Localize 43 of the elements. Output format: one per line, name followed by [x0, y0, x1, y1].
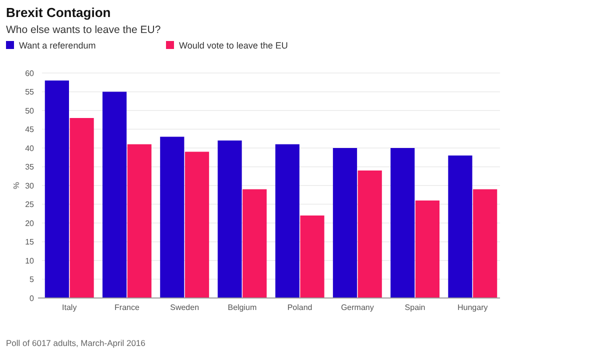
y-tick-label: 45 [25, 125, 35, 134]
x-tick-label: Belgium [228, 303, 257, 312]
bar [218, 140, 242, 298]
bar [44, 80, 69, 298]
bar [127, 144, 152, 298]
y-tick-label: 50 [25, 106, 35, 116]
chart-title: Brexit Contagion [6, 5, 111, 20]
x-tick-label: Italy [62, 303, 77, 312]
bar [184, 152, 210, 298]
y-tick-label: 10 [25, 256, 35, 266]
bar [70, 118, 94, 298]
y-tick-label: 60 [25, 68, 35, 78]
bar [473, 189, 498, 298]
legend-label: Want a referendum [19, 40, 96, 50]
bar [415, 200, 440, 298]
bar [242, 189, 267, 298]
bar [102, 92, 127, 298]
bar [448, 156, 472, 298]
y-tick-label: 20 [25, 218, 35, 228]
bar [160, 136, 184, 298]
y-tick-label: 35 [25, 162, 35, 172]
x-tick-label: Spain [404, 303, 426, 312]
bar [300, 216, 324, 298]
legend-label: Would vote to leave the EU [179, 40, 288, 50]
x-tick-label: Hungary [458, 303, 488, 312]
y-tick-label: 15 [25, 238, 35, 247]
y-tick-label: 0 [30, 294, 35, 303]
bar [390, 148, 415, 298]
bar [358, 170, 382, 298]
y-tick-label: 55 [25, 88, 35, 97]
y-axis-title: % [12, 182, 21, 190]
bar [332, 148, 358, 298]
x-tick-label: France [114, 303, 140, 312]
x-tick-label: Germany [340, 303, 374, 312]
y-tick-label: 40 [25, 144, 35, 153]
chart-subtitle: Who else wants to leave the EU? [6, 24, 161, 36]
text: Poll of 6017 adults, March-April 2016 [6, 338, 146, 348]
y-tick-label: 30 [25, 181, 35, 190]
x-tick-label: Sweden [170, 303, 200, 312]
y-tick-label: 5 [30, 275, 35, 284]
bar [275, 144, 300, 298]
y-tick-label: 25 [25, 200, 35, 210]
x-tick-label: Poland [287, 303, 312, 312]
